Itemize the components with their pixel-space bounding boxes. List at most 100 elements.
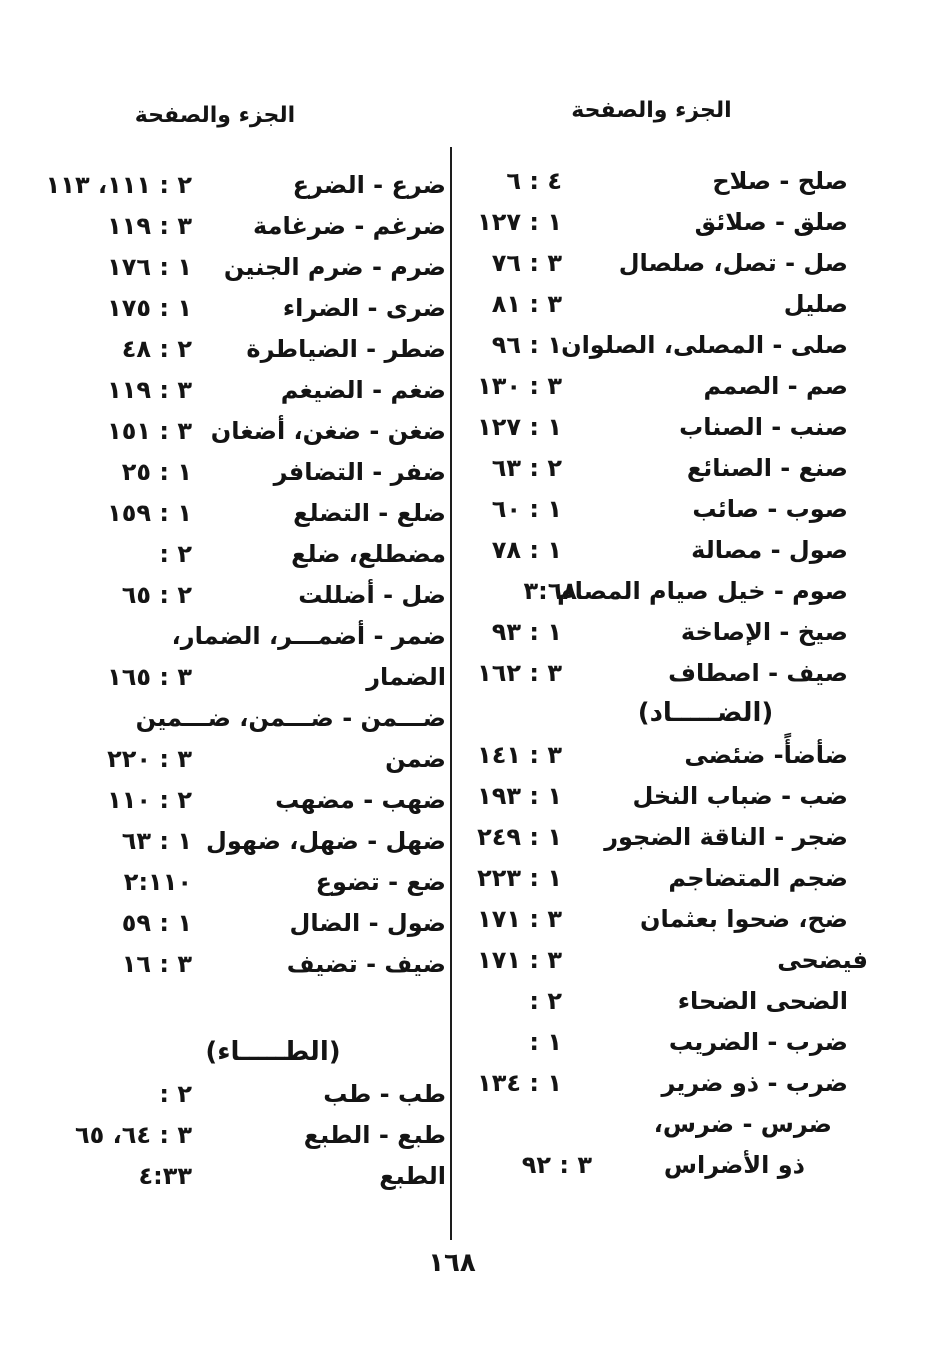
index-entry: ضع - تضوع ٢:١١٠	[0, 861, 452, 902]
entry-volume-page: ٣ : ٩٢	[521, 1150, 592, 1179]
entry-term: ضـــمن - ضـــمن، ضـــمين	[135, 703, 446, 732]
index-entry: ضمن ٣ : ٢٢٠	[0, 738, 452, 779]
index-entry: مضطلع، ضلع ٢ :	[0, 533, 452, 574]
entry-volume-page: ٢ :	[529, 986, 562, 1015]
entry-volume-page: ١ : ١٥٩	[107, 498, 192, 527]
entry-term: ضيف - تضيف	[286, 949, 446, 978]
index-entry: ضلع - التضلع ١ : ١٥٩	[0, 492, 452, 533]
entry-term: الضحى الضحاء	[677, 986, 848, 1015]
entry-term: ضول - الضال	[289, 908, 446, 937]
index-entry: الضمار ٣ : ١٦٥	[0, 656, 452, 697]
entry-term: طب - طب	[323, 1079, 446, 1108]
entry-term: صوب - صائب	[692, 494, 848, 523]
entry-volume-page: ٢ :	[159, 539, 192, 568]
index-entry: ضطر - الضياطرة ٢ : ٤٨	[0, 328, 452, 369]
index-entry: الطبع ٤:٣٣	[0, 1155, 452, 1196]
index-entry: ضرغم - ضرغامة ٣ : ١١٩	[0, 205, 452, 246]
entry-volume-page: ٣ : ١٥١	[107, 416, 192, 445]
entry-volume-page: ١ : ٩٣	[491, 617, 562, 646]
entry-term: ضل - أضللت	[298, 580, 446, 609]
index-entry: صل - تصل، صلصال ٣ : ٧٦	[455, 242, 928, 283]
page-number: ١٦٨	[428, 1248, 476, 1278]
index-entry: ضغن - ضغن، أضغان ٣ : ١٥١	[0, 410, 452, 451]
index-entry: صنع - الصنائع ٢ : ٦٣	[455, 447, 928, 488]
section-heading: (الطـــــاء)	[0, 1032, 452, 1073]
entry-volume-page: ١ : ١٢٧	[477, 207, 562, 236]
entry-term: ضرع - الضرع	[292, 170, 446, 199]
entry-term: الطبع	[379, 1161, 446, 1190]
entry-term: صيخ - الإصاخة	[680, 617, 848, 646]
index-column-left: ضرع - الضرع ٢ : ١١١، ١١٣ ضرغم - ضرغامة ٣ : …	[0, 164, 452, 1196]
entry-term: صنع - الصنائع	[686, 453, 848, 482]
index-entry: صلق - صلائق ١ : ١٢٧	[455, 201, 928, 242]
entry-volume-page: ١ : ٧٨	[491, 535, 562, 564]
entry-volume-page: ٢ : ٦٣	[491, 453, 562, 482]
index-entry: ضرع - الضرع ٢ : ١١١، ١١٣	[0, 164, 452, 205]
entry-volume-page: ١ : ١٢٧	[477, 412, 562, 441]
index-entry: فيضحى ٣ : ١٧١	[455, 939, 928, 980]
entry-volume-page: ٣ : ١١٩	[107, 375, 192, 404]
index-entry: ضجر - الناقة الضجور ١ : ٢٤٩	[455, 816, 928, 857]
index-entry: صيخ - الإصاخة ١ : ٩٣	[455, 611, 928, 652]
index-entry: ضيف - تضيف ٣ : ١٦	[0, 943, 452, 984]
entry-term: فيضحى	[777, 945, 868, 974]
index-entry: ضرب - ذو ضرير ١ : ١٣٤	[455, 1062, 928, 1103]
index-entry: صنب - الصناب ١ : ١٢٧	[455, 406, 928, 447]
column-header-right: الجزء والصفحة	[571, 98, 732, 123]
entry-volume-page: ٣ : ١١٩	[107, 211, 192, 240]
index-entry: ضل - أضللت ٢ : ٦٥	[0, 574, 452, 615]
entry-volume-page: ٣ : ١٦٥	[107, 662, 192, 691]
entry-term: صليل	[783, 289, 848, 318]
index-entry: صلح - صلاح ٤ : ٦	[455, 160, 928, 201]
entry-volume-page: ١ : ٢٥	[121, 457, 192, 486]
index-entry: صلى - المصلى، الصلوان ١ : ٩٦	[455, 324, 928, 365]
entry-term: ضح، ضحوا بعثمان	[639, 904, 848, 933]
entry-term: ضأضأً- ضئضى	[684, 740, 848, 769]
index-entry: ضرس - ضرس،	[455, 1103, 928, 1144]
entry-term: ضرب - الضريب	[668, 1027, 848, 1056]
entry-term: ضمن	[385, 744, 446, 773]
entry-volume-page: ٣ : ٧٦	[491, 248, 562, 277]
entry-term: صلق - صلائق	[694, 207, 848, 236]
index-entry: ضغم - الضيغم ٣ : ١١٩	[0, 369, 452, 410]
index-entry: ضجم المتضاجم ١ : ٢٢٣	[455, 857, 928, 898]
index-entry: طبع - الطبع ٣ : ٦٤، ٦٥	[0, 1114, 452, 1155]
entry-volume-page: ٣:٦٨	[523, 576, 577, 605]
section-heading: (الضـــــاد)	[455, 693, 928, 734]
index-entry: ضرى - الضراء ١ : ١٧٥	[0, 287, 452, 328]
entry-volume-page: ٤ : ٦	[506, 166, 562, 195]
entry-term: ضب - ضباب النخل	[632, 781, 849, 810]
entry-volume-page: ١ : ١٩٣	[477, 781, 562, 810]
entry-volume-page: ٢ :	[159, 1079, 192, 1108]
entry-term: ضرى - الضراء	[282, 293, 446, 322]
entry-volume-page: ١ : ١٧٥	[107, 293, 192, 322]
entry-volume-page: ٢ : ٤٨	[121, 334, 192, 363]
entry-term: ضمر - أضمـــر، الضمار،	[171, 621, 446, 650]
index-entry: ضمر - أضمـــر، الضمار،	[0, 615, 452, 656]
entry-volume-page: ٣ : ١٦٢	[477, 658, 562, 687]
entry-term: صلى - المصلى، الصلوان	[561, 330, 848, 359]
column-header-left: الجزء والصفحة	[134, 103, 296, 128]
index-entry: صم - الصمم ٣ : ١٣٠	[455, 365, 928, 406]
entry-term: صول - مصالة	[691, 535, 848, 564]
index-entry: ضول - الضال ١ : ٥٩	[0, 902, 452, 943]
entry-volume-page: ١ : ٩٦	[491, 330, 562, 359]
index-entry: ذو الأضراس ٣ : ٩٢	[455, 1144, 928, 1185]
entry-volume-page: ٣ : ١٧١	[477, 945, 562, 974]
column-divider-rule	[450, 147, 452, 1240]
entry-term: مضطلع، ضلع	[291, 539, 446, 568]
entry-volume-page: ٣ : ٦٤، ٦٥	[74, 1120, 192, 1149]
entry-term: صوم - خيل صيام المصام	[557, 576, 848, 605]
entry-volume-page: ٣ : ٨١	[491, 289, 562, 318]
entry-term: ضهل - ضهل، ضهول	[206, 826, 446, 855]
index-entry: ضح، ضحوا بعثمان ٣ : ١٧١	[455, 898, 928, 939]
entry-term: ضطر - الضياطرة	[246, 334, 446, 363]
index-entry: ضرم - ضرم الجنين ١ : ١٧٦	[0, 246, 452, 287]
entry-volume-page: ١ : ٢٢٣	[477, 863, 562, 892]
index-entry: ضرب - الضريب ١ :	[455, 1021, 928, 1062]
entry-volume-page: ٢:١١٠	[123, 867, 192, 896]
index-entry: صوم - خيل صيام المصام ٣:٦٨	[455, 570, 928, 611]
entry-term: ضهب - مضهب	[275, 785, 446, 814]
entry-term: طبع - الطبع	[303, 1120, 446, 1149]
index-entry: طب - طب ٢ :	[0, 1073, 452, 1114]
